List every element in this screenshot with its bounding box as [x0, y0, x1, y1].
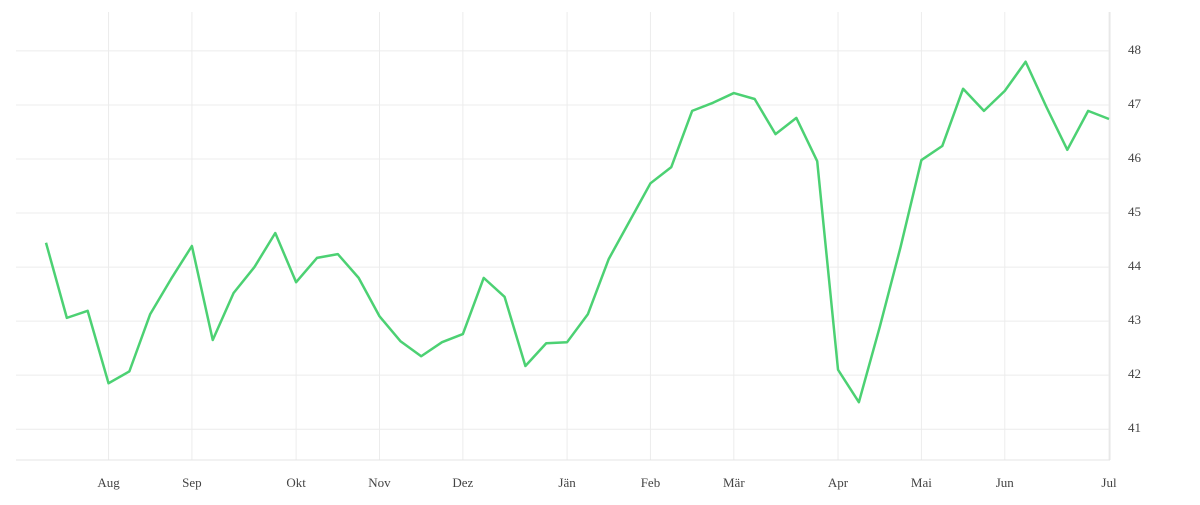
- y-tick-label: 42: [1128, 366, 1141, 381]
- y-tick-label: 41: [1128, 420, 1141, 435]
- y-tick-label: 45: [1128, 204, 1141, 219]
- y-tick-label: 48: [1128, 42, 1141, 57]
- x-tick-label: Aug: [97, 475, 120, 490]
- x-tick-label: Sep: [182, 475, 202, 490]
- line: [44, 60, 1110, 404]
- y-tick-label: 47: [1128, 96, 1142, 111]
- x-tick-label: Mär: [723, 475, 745, 490]
- x-tick-label: Jun: [996, 475, 1015, 490]
- x-tick-label: Apr: [828, 475, 849, 490]
- x-tick-label: Nov: [368, 475, 391, 490]
- y-tick-label: 44: [1128, 258, 1142, 273]
- x-tick-label: Okt: [286, 475, 306, 490]
- x-tick-label: Mai: [911, 475, 932, 490]
- y-tick-label: 46: [1128, 150, 1142, 165]
- x-tick-label: Feb: [641, 475, 661, 490]
- x-tick-label: Jul: [1101, 475, 1117, 490]
- x-tick-label: Jän: [558, 475, 576, 490]
- y-tick-label: 43: [1128, 312, 1141, 327]
- x-tick-label: Dez: [452, 475, 473, 490]
